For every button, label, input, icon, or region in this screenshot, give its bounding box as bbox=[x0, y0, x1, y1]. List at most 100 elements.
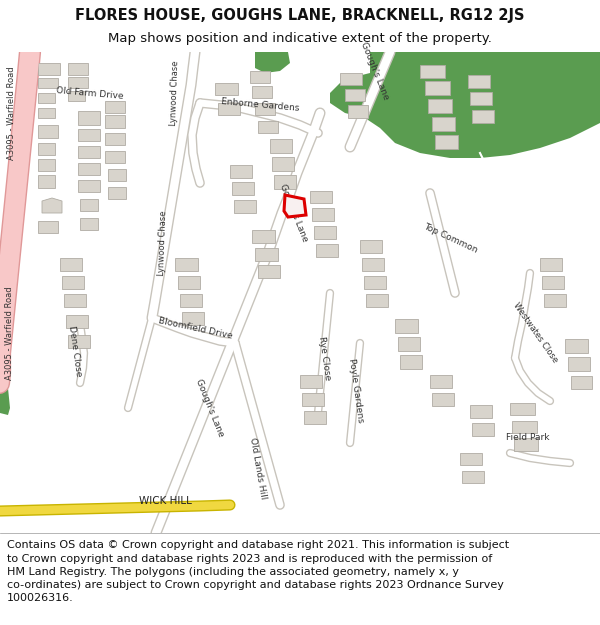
Polygon shape bbox=[68, 91, 85, 101]
Polygon shape bbox=[330, 52, 600, 158]
Polygon shape bbox=[232, 182, 254, 195]
Polygon shape bbox=[105, 101, 125, 113]
Polygon shape bbox=[300, 375, 322, 388]
Polygon shape bbox=[38, 221, 58, 233]
Polygon shape bbox=[345, 89, 365, 101]
Polygon shape bbox=[38, 143, 55, 155]
Polygon shape bbox=[425, 81, 450, 95]
Text: Top Common: Top Common bbox=[422, 221, 478, 254]
Polygon shape bbox=[472, 110, 494, 123]
Text: A3095 - Warfield Road: A3095 - Warfield Road bbox=[5, 286, 14, 380]
Polygon shape bbox=[270, 139, 292, 153]
Text: Bloomfield Drive: Bloomfield Drive bbox=[157, 316, 233, 340]
Polygon shape bbox=[234, 200, 256, 213]
Polygon shape bbox=[571, 376, 592, 389]
Polygon shape bbox=[218, 103, 240, 115]
Polygon shape bbox=[565, 339, 588, 353]
Polygon shape bbox=[316, 244, 338, 257]
Polygon shape bbox=[258, 121, 278, 133]
Polygon shape bbox=[430, 375, 452, 388]
Text: Enborne Gardens: Enborne Gardens bbox=[221, 97, 299, 113]
Polygon shape bbox=[470, 405, 492, 418]
Polygon shape bbox=[395, 319, 418, 333]
Text: Old Farm Drive: Old Farm Drive bbox=[56, 86, 124, 101]
Polygon shape bbox=[366, 294, 388, 307]
Text: Gough's Lane: Gough's Lane bbox=[278, 182, 310, 243]
Polygon shape bbox=[542, 276, 564, 289]
Text: Rye Close: Rye Close bbox=[317, 336, 332, 381]
Polygon shape bbox=[78, 111, 100, 125]
Polygon shape bbox=[364, 276, 386, 289]
Text: WICK HILL: WICK HILL bbox=[139, 496, 191, 506]
Polygon shape bbox=[62, 276, 84, 289]
Polygon shape bbox=[512, 421, 537, 433]
Polygon shape bbox=[80, 218, 98, 230]
Polygon shape bbox=[258, 265, 280, 278]
Polygon shape bbox=[472, 423, 494, 436]
Polygon shape bbox=[66, 315, 88, 328]
Polygon shape bbox=[42, 198, 62, 213]
Polygon shape bbox=[78, 163, 100, 175]
Polygon shape bbox=[78, 129, 100, 141]
Polygon shape bbox=[435, 135, 458, 149]
Polygon shape bbox=[250, 71, 270, 83]
Text: Gough's Lane: Gough's Lane bbox=[194, 378, 226, 438]
Polygon shape bbox=[105, 115, 125, 128]
Polygon shape bbox=[362, 258, 384, 271]
Text: Map shows position and indicative extent of the property.: Map shows position and indicative extent… bbox=[108, 32, 492, 45]
Polygon shape bbox=[68, 77, 88, 88]
Text: Field Park: Field Park bbox=[506, 434, 550, 442]
Polygon shape bbox=[398, 337, 420, 351]
Polygon shape bbox=[38, 175, 55, 188]
Text: Lynwood Chase: Lynwood Chase bbox=[157, 210, 169, 276]
Polygon shape bbox=[230, 165, 252, 178]
Polygon shape bbox=[38, 78, 58, 88]
Polygon shape bbox=[105, 133, 125, 145]
Polygon shape bbox=[255, 52, 290, 73]
Polygon shape bbox=[460, 453, 482, 465]
Text: A3095 - Warfield Road: A3095 - Warfield Road bbox=[7, 66, 17, 160]
Polygon shape bbox=[432, 393, 454, 406]
Polygon shape bbox=[178, 276, 200, 289]
Polygon shape bbox=[182, 312, 204, 325]
Polygon shape bbox=[38, 125, 58, 138]
Polygon shape bbox=[340, 73, 362, 85]
Text: Poyle Gardens: Poyle Gardens bbox=[347, 357, 365, 422]
Polygon shape bbox=[80, 199, 98, 211]
Polygon shape bbox=[255, 248, 278, 261]
Polygon shape bbox=[304, 411, 326, 424]
Text: Westwates Close: Westwates Close bbox=[511, 301, 559, 365]
Polygon shape bbox=[78, 146, 100, 158]
Text: Lynwood Chase: Lynwood Chase bbox=[169, 60, 181, 126]
Polygon shape bbox=[514, 438, 538, 451]
Text: Old Lands Hill: Old Lands Hill bbox=[248, 436, 268, 499]
Polygon shape bbox=[64, 294, 86, 307]
Polygon shape bbox=[428, 99, 452, 113]
Polygon shape bbox=[68, 63, 88, 75]
Polygon shape bbox=[252, 230, 275, 243]
Text: Contains OS data © Crown copyright and database right 2021. This information is : Contains OS data © Crown copyright and d… bbox=[7, 541, 509, 603]
Polygon shape bbox=[108, 187, 126, 199]
Polygon shape bbox=[302, 393, 324, 406]
Polygon shape bbox=[360, 240, 382, 253]
Text: Gough's Lane: Gough's Lane bbox=[359, 41, 391, 101]
Polygon shape bbox=[108, 169, 126, 181]
Polygon shape bbox=[420, 65, 445, 78]
Polygon shape bbox=[540, 258, 562, 271]
Polygon shape bbox=[348, 105, 368, 118]
Polygon shape bbox=[252, 86, 272, 98]
Polygon shape bbox=[0, 388, 10, 415]
Polygon shape bbox=[255, 103, 275, 115]
Polygon shape bbox=[462, 471, 484, 483]
Polygon shape bbox=[400, 355, 422, 369]
Polygon shape bbox=[284, 195, 306, 217]
Polygon shape bbox=[105, 151, 125, 163]
Polygon shape bbox=[312, 208, 334, 221]
Text: FLORES HOUSE, GOUGHS LANE, BRACKNELL, RG12 2JS: FLORES HOUSE, GOUGHS LANE, BRACKNELL, RG… bbox=[75, 8, 525, 23]
Polygon shape bbox=[272, 157, 294, 171]
Polygon shape bbox=[310, 191, 332, 203]
Polygon shape bbox=[544, 294, 566, 307]
Polygon shape bbox=[432, 117, 455, 131]
Polygon shape bbox=[215, 83, 238, 95]
Polygon shape bbox=[60, 258, 82, 271]
